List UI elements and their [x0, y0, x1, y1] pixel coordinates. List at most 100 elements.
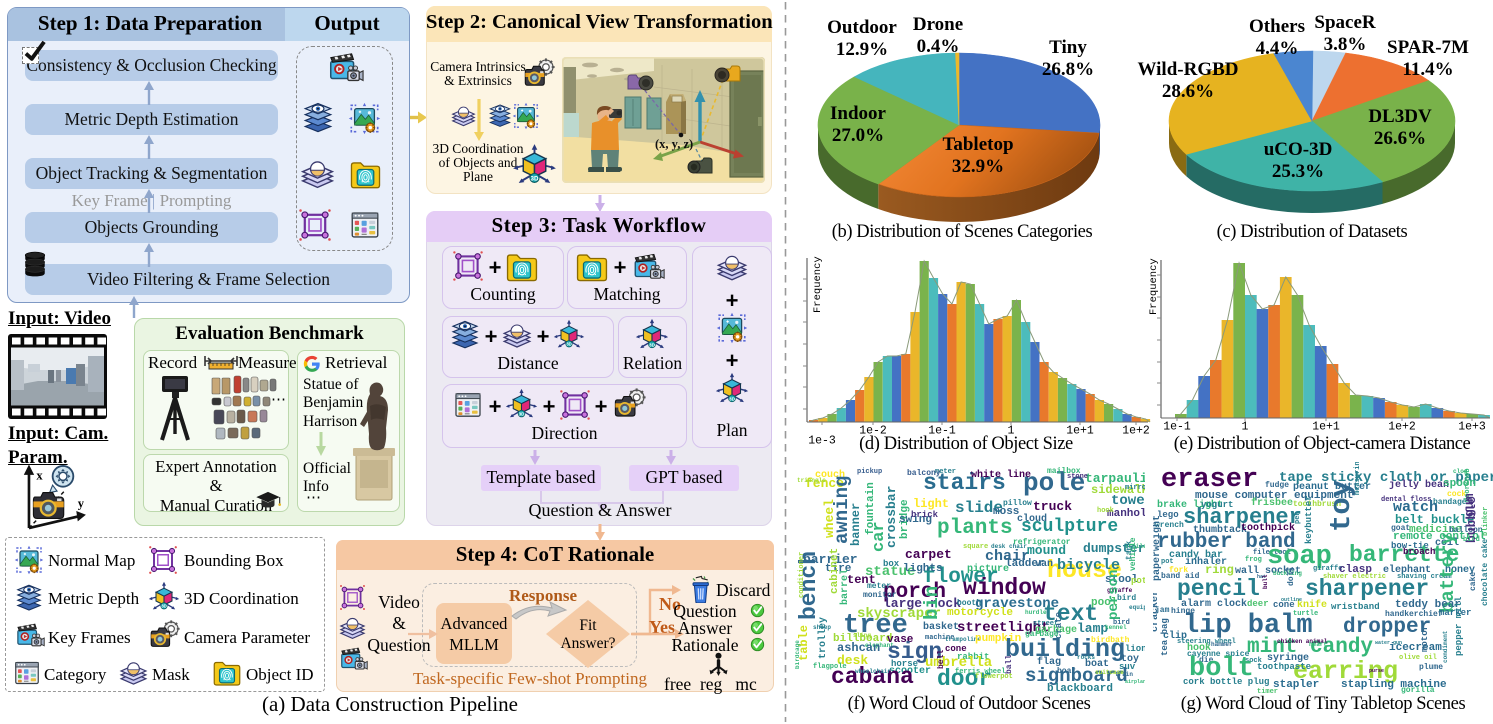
- svg-text:toothbrush: toothbrush: [1293, 500, 1341, 509]
- svg-text:dumpster: dumpster: [1083, 541, 1145, 556]
- svg-text:wrench: wrench: [1155, 521, 1184, 530]
- svg-text:toothpick: toothpick: [1241, 522, 1295, 534]
- svg-text:ladder: ladder: [1005, 558, 1045, 570]
- svg-text:brick: brick: [911, 510, 939, 520]
- svg-text:equipment: equipment: [1129, 604, 1145, 611]
- svg-text:square: square: [963, 543, 988, 551]
- svg-text:file tool: file tool: [1253, 549, 1291, 557]
- svg-text:deer: deer: [1247, 599, 1269, 609]
- svg-text:fudge: fudge: [1265, 481, 1289, 490]
- svg-text:rabbit: rabbit: [957, 652, 989, 662]
- svg-text:cone: cone: [945, 644, 967, 654]
- svg-text:1e-2: 1e-2: [859, 425, 887, 438]
- svg-text:1: 1: [1242, 421, 1249, 434]
- svg-text:skyscraper: skyscraper: [857, 606, 941, 622]
- svg-text:balloon: balloon: [1449, 526, 1483, 535]
- svg-text:ferris wheel: ferris wheel: [955, 668, 1005, 676]
- svg-text:cabinet: cabinet: [829, 548, 841, 594]
- svg-text:cayenne spice: cayenne spice: [1187, 650, 1250, 659]
- svg-text:door: door: [937, 666, 992, 692]
- svg-text:flag: flag: [1037, 656, 1061, 668]
- svg-text:manhole: manhole: [1107, 508, 1145, 520]
- svg-text:soap: soap: [1267, 542, 1332, 572]
- svg-text:birdcage: birdcage: [795, 640, 801, 669]
- svg-text:keybutter: keybutter: [1304, 495, 1314, 544]
- svg-text:motorcycle: motorcycle: [947, 607, 1013, 619]
- svg-text:bow-tie: bow-tie: [1391, 541, 1429, 551]
- svg-text:pool: pool: [1091, 597, 1118, 609]
- svg-text:booth: booth: [957, 599, 981, 608]
- svg-text:toy: toy: [1325, 480, 1358, 532]
- svg-text:elephant: elephant: [1383, 564, 1431, 576]
- svg-text:gravestone: gravestone: [975, 596, 1059, 612]
- svg-text:billboard: billboard: [833, 633, 892, 645]
- svg-text:belt buckle: belt buckle: [1395, 513, 1474, 527]
- svg-text:flowerpot: flowerpot: [975, 673, 1013, 681]
- svg-text:crate: crate: [1054, 612, 1064, 639]
- svg-text:mint candy: mint candy: [1247, 636, 1373, 659]
- svg-text:blackboard: blackboard: [1047, 683, 1113, 695]
- svg-text:Fit: Fit: [579, 617, 597, 634]
- svg-text:desk: desk: [837, 653, 868, 668]
- svg-text:monitor: monitor: [863, 591, 897, 600]
- svg-text:sculpture: sculpture: [1021, 517, 1118, 537]
- svg-text:peanut butter: peanut butter: [1293, 481, 1371, 493]
- svg-text:sharpener: sharpener: [1183, 505, 1302, 530]
- svg-text:sharpener: sharpener: [1305, 576, 1429, 602]
- svg-text:scooter: scooter: [889, 666, 931, 677]
- svg-text:bridge: bridge: [899, 499, 911, 539]
- svg-text:bin: bin: [921, 586, 943, 620]
- svg-text:earring: earring: [1293, 657, 1398, 686]
- svg-text:white line: white line: [971, 469, 1031, 481]
- svg-text:horse: horse: [891, 659, 918, 669]
- svg-text:stapling machine: stapling machine: [1341, 679, 1447, 691]
- svg-text:lights: lights: [903, 563, 943, 575]
- svg-text:tape sticky cloth or paper: tape sticky cloth or paper: [1279, 470, 1493, 486]
- svg-text:kennel: kennel: [1105, 624, 1127, 631]
- svg-text:battery: battery: [1437, 533, 1459, 613]
- svg-text:car: car: [870, 521, 889, 552]
- svg-text:couch: couch: [815, 469, 845, 481]
- svg-text:doll: doll: [1287, 567, 1296, 586]
- svg-text:brake light: brake light: [1157, 499, 1223, 511]
- svg-text:elephant: elephant: [865, 642, 894, 649]
- svg-text:candy bar: candy bar: [1169, 549, 1223, 561]
- svg-text:tea bag: tea bag: [1160, 618, 1170, 656]
- svg-text:icecream: icecream: [1389, 642, 1442, 654]
- svg-text:banner: banner: [849, 503, 863, 546]
- svg-text:meter: meter: [867, 582, 891, 591]
- svg-text:large rock: large rock: [883, 596, 961, 611]
- svg-text:measuring cup: measuring cup: [1354, 462, 1362, 495]
- svg-text:suitcase: suitcase: [1095, 669, 1124, 676]
- svg-text:doorknob: doorknob: [1464, 468, 1472, 502]
- svg-text:3D: 3D: [649, 342, 656, 347]
- svg-text:swing: swing: [899, 514, 932, 526]
- svg-text:cock: cock: [1447, 490, 1466, 499]
- svg-text:watch: watch: [1393, 499, 1438, 516]
- svg-text:3D: 3D: [729, 396, 736, 401]
- svg-text:stapler: stapler: [1273, 679, 1319, 691]
- svg-text:airplane: airplane: [1125, 679, 1145, 685]
- svg-text:eraser: eraser: [1161, 465, 1258, 495]
- svg-text:pot: pot: [1131, 576, 1145, 586]
- svg-text:inhaler: inhaler: [1185, 556, 1227, 568]
- svg-text:heart: heart: [1309, 641, 1327, 648]
- svg-text:tent: tent: [847, 573, 876, 587]
- svg-text:bandage: bandage: [1433, 498, 1467, 507]
- svg-text:boat: boat: [1085, 658, 1109, 670]
- svg-text:mirror: mirror: [1125, 484, 1145, 492]
- svg-text:wall socket: wall socket: [1235, 565, 1301, 577]
- svg-text:garbage: garbage: [1025, 630, 1059, 639]
- svg-text:3D: 3D: [566, 342, 572, 347]
- svg-text:broach: broach: [1403, 547, 1435, 557]
- svg-text:cake: cake: [1469, 572, 1478, 591]
- svg-text:streetlight: streetlight: [957, 620, 1049, 636]
- svg-text:pillow: pillow: [1003, 499, 1032, 508]
- svg-text:meter: meter: [935, 468, 956, 476]
- svg-text:motor: motor: [1420, 625, 1430, 652]
- svg-text:bird: bird: [1113, 619, 1130, 627]
- svg-text:vehicle: vehicle: [1129, 537, 1138, 571]
- svg-text:olive oil: olive oil: [1399, 654, 1437, 662]
- svg-text:fence: fence: [805, 476, 844, 491]
- svg-text:bird: bird: [1117, 594, 1136, 603]
